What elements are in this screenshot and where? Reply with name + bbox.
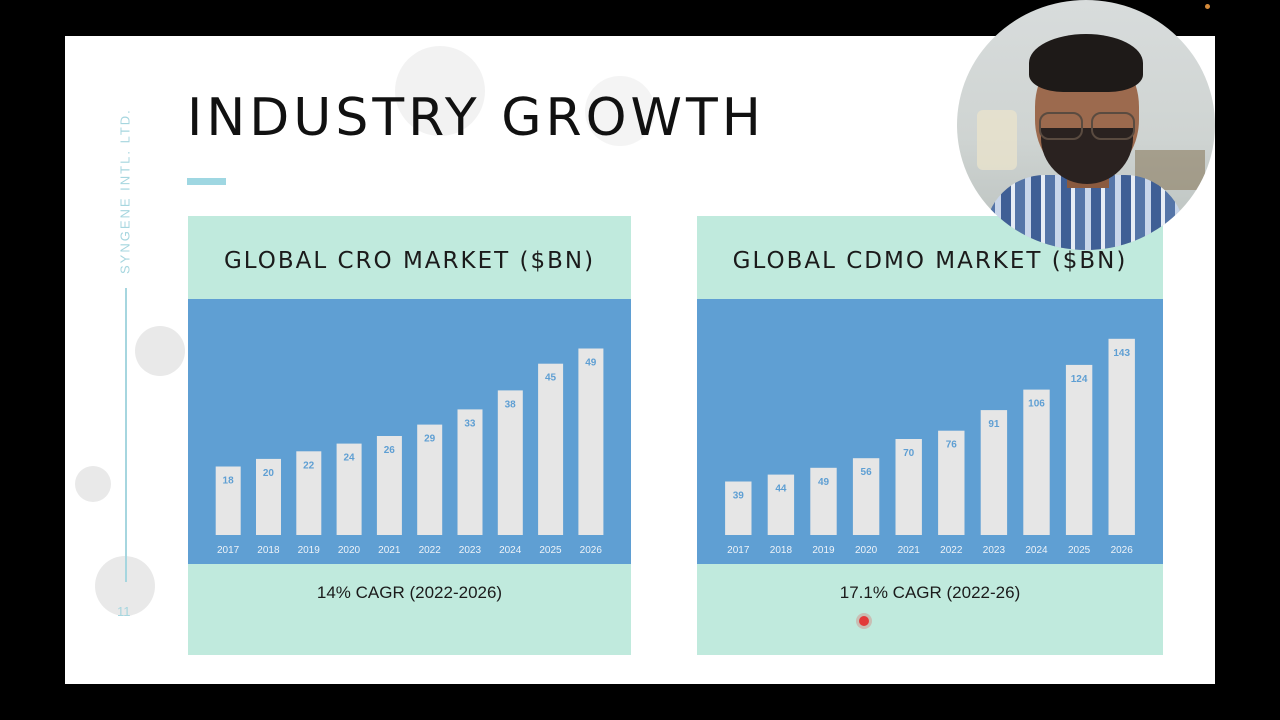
molecule-decoration (75, 466, 111, 502)
cro-value-label: 49 (585, 358, 597, 369)
cdmo-value-label: 143 (1113, 348, 1130, 359)
molecule-decoration (395, 46, 485, 136)
cro-bar-2025 (538, 363, 564, 535)
cdmo-value-label: 39 (733, 491, 745, 502)
cro-value-label: 18 (223, 476, 235, 487)
cdmo-category-label: 2025 (1068, 545, 1091, 556)
cro-bar-2018 (256, 458, 281, 535)
background-lamp (977, 110, 1017, 170)
company-side-label: SYNGENE INTL. LTD. (117, 108, 133, 274)
cdmo-bar-2020 (852, 458, 880, 535)
cro-value-label: 20 (263, 468, 275, 479)
cro-value-label: 29 (424, 434, 436, 445)
cdmo-value-label: 70 (903, 448, 915, 459)
title-accent-bar (187, 178, 226, 185)
cro-category-label: 2026 (580, 545, 603, 556)
presenter-hair (1029, 34, 1143, 92)
cdmo-category-label: 2019 (812, 545, 835, 556)
cro-category-label: 2017 (217, 545, 240, 556)
cro-category-label: 2023 (459, 545, 482, 556)
cro-cagr-note: 14% CAGR (2022-2026) (316, 583, 503, 602)
cro-bar-2020 (336, 443, 362, 535)
cdmo-category-label: 2024 (1025, 545, 1048, 556)
cro-category-label: 2025 (539, 545, 562, 556)
cdmo-cagr-note: 17.1% CAGR (2022-26) (839, 583, 1021, 602)
cdmo-bar-2023 (980, 410, 1008, 535)
cro-category-label: 2024 (499, 545, 522, 556)
slide-number: 11 (117, 604, 131, 619)
cro-value-label: 45 (545, 373, 557, 384)
cdmo-value-label: 49 (818, 477, 830, 488)
cro-value-label: 24 (343, 453, 355, 464)
cro-value-label: 38 (505, 399, 517, 410)
cro-category-label: 2022 (419, 545, 442, 556)
cro-bar-2022 (417, 424, 443, 535)
cro-value-label: 26 (384, 445, 396, 456)
cdmo-value-label: 106 (1028, 399, 1045, 410)
cdmo-category-label: 2021 (898, 545, 921, 556)
pointer-dot (859, 616, 869, 626)
cdmo-bar-2026 (1108, 338, 1135, 535)
recording-indicator (1205, 4, 1210, 9)
cdmo-category-label: 2022 (940, 545, 963, 556)
cro-bar-2026 (578, 348, 604, 535)
cro-chart-title: GLOBAL CRO MARKET ($BN) (223, 248, 596, 274)
molecule-decoration (585, 76, 655, 146)
cro-chart-plot: 18 2017 20 2018 22 2019 24 2020 26 2021 29 2022 33 20… (188, 299, 631, 564)
cdmo-category-label: 2020 (855, 545, 878, 556)
cro-category-label: 2021 (378, 545, 401, 556)
cdmo-bar-2018 (767, 474, 795, 535)
cro-bar-2019 (296, 451, 322, 535)
cdmo-chart-plot: 39 2017 44 2018 49 2019 56 2020 70 2021 76 2022 91 20… (697, 299, 1163, 564)
cro-category-label: 2020 (338, 545, 361, 556)
cro-bar-chart: 18 2017 20 2018 22 2019 24 2020 26 2021 29 2022 33 20… (215, 348, 604, 556)
cro-category-label: 2019 (298, 545, 321, 556)
page-title: INDUSTRY GROWTH (187, 88, 765, 148)
cdmo-market-panel: GLOBAL CDMO MARKET ($BN) 39 2017 44 2018 49 2… (697, 216, 1163, 655)
cdmo-category-label: 2017 (727, 545, 750, 556)
presenter-glasses (1039, 112, 1135, 140)
cdmo-bar-chart: 39 2017 44 2018 49 2019 56 2020 70 2021 76 2022 91 20… (725, 338, 1135, 556)
cdmo-value-label: 56 (861, 467, 873, 478)
cdmo-bar-2021 (895, 439, 922, 535)
cdmo-category-label: 2018 (770, 545, 793, 556)
cro-category-label: 2018 (257, 545, 280, 556)
cro-bar-2021 (376, 436, 402, 535)
webcam-overlay (957, 0, 1215, 250)
cdmo-value-label: 124 (1071, 374, 1088, 385)
cdmo-bar-2019 (810, 467, 837, 535)
cro-bar-2017 (215, 466, 241, 535)
cdmo-bar-2022 (938, 430, 965, 535)
molecule-decoration (135, 326, 185, 376)
cdmo-value-label: 44 (775, 484, 787, 495)
cdmo-value-label: 91 (988, 419, 1000, 430)
cro-value-label: 33 (464, 418, 476, 429)
cdmo-bar-2024 (1023, 389, 1050, 535)
cdmo-bar-2017 (725, 481, 752, 535)
side-divider (125, 288, 127, 582)
cro-market-panel: GLOBAL CRO MARKET ($BN) 18 2017 20 2018 22 20… (188, 216, 631, 655)
cdmo-value-label: 76 (946, 440, 958, 451)
cdmo-chart-title: GLOBAL CDMO MARKET ($BN) (732, 248, 1128, 274)
cro-value-label: 22 (303, 460, 315, 471)
cdmo-bar-2025 (1065, 364, 1093, 535)
cdmo-category-label: 2026 (1111, 545, 1134, 556)
cro-bar-2023 (457, 409, 483, 535)
cro-bar-2024 (497, 390, 523, 535)
cdmo-category-label: 2023 (983, 545, 1006, 556)
